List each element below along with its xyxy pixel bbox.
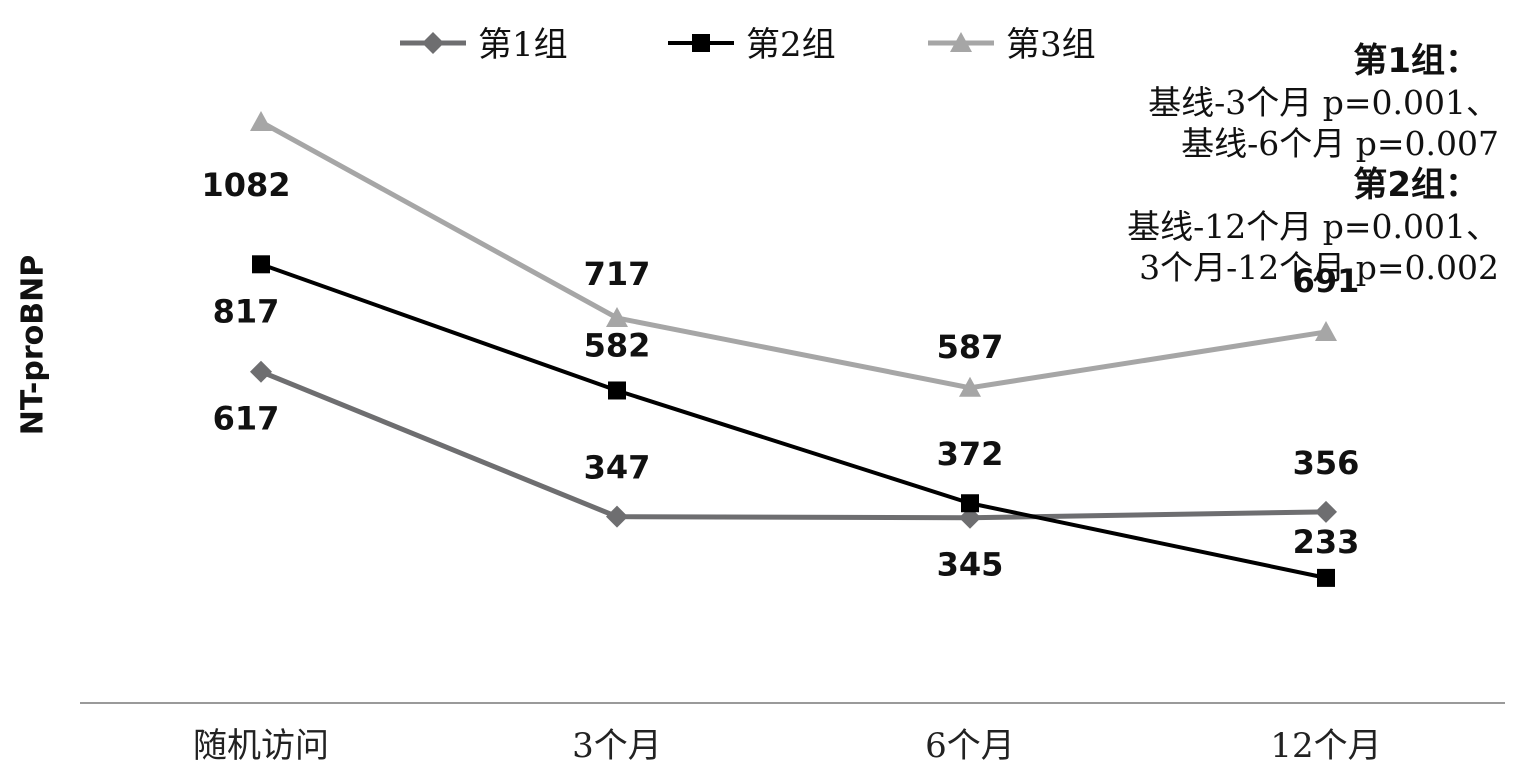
data-label: 1082 [201, 166, 290, 204]
data-point-s2-3 [961, 494, 979, 513]
data-point-s1-1 [250, 360, 272, 383]
data-label: 691 [1293, 262, 1360, 300]
significance-annotations: 第1组： 基线-3个月 p=0.001、 基线-6个月 p=0.007 第2组：… [1127, 40, 1499, 288]
annotation-group2-line1: 基线-12个月 p=0.001、 [1127, 207, 1499, 246]
series-line-2 [260, 262, 1327, 580]
data-point-s2-4 [1317, 568, 1335, 587]
annotation-group1-line2: 基线-6个月 p=0.007 [1181, 124, 1499, 163]
data-point-s3-4 [1315, 320, 1337, 341]
data-label: 617 [213, 400, 280, 438]
legend-marker-1 [422, 32, 444, 54]
legend-label-1: 第1组 [478, 25, 568, 65]
data-point-s2-1 [252, 255, 270, 274]
annotation-group1-heading: 第1组： [1353, 41, 1479, 81]
annotation-group2-heading: 第2组： [1353, 165, 1479, 205]
data-label: 347 [584, 449, 651, 487]
x-tick-label: 随机访问 [193, 726, 329, 766]
data-point-s3-2 [606, 306, 628, 327]
data-label: 233 [1293, 523, 1360, 561]
data-label: 356 [1293, 444, 1360, 482]
data-label: 587 [937, 328, 1004, 366]
data-point-s2-2 [608, 381, 626, 400]
legend-label-3: 第3组 [1006, 25, 1096, 65]
data-point-s3-3 [959, 376, 981, 397]
annotation-group2-line2: 3个月-12个月 p=0.002 [1139, 248, 1499, 287]
data-point-s3-1 [250, 111, 272, 131]
legend-label-2: 第2组 [746, 25, 836, 65]
legend-marker-3 [950, 32, 972, 52]
data-label: 345 [937, 546, 1004, 584]
x-tick-label: 12个月 [1270, 726, 1381, 766]
data-point-s1-4 [1315, 500, 1337, 523]
data-point-s1-2 [606, 505, 628, 528]
data-label: 717 [584, 255, 651, 293]
data-label: 817 [213, 292, 280, 330]
x-tick-label: 6个月 [925, 726, 1015, 766]
series-line-3 [259, 119, 1327, 391]
annotation-group1-line1: 基线-3个月 p=0.001、 [1148, 83, 1499, 122]
x-tick-label: 3个月 [572, 726, 662, 766]
legend-marker-2 [692, 34, 710, 52]
data-label: 582 [584, 326, 651, 364]
y-axis-label: NT-proBNP [15, 254, 51, 436]
series-line-1 [260, 369, 1327, 521]
data-label: 372 [937, 435, 1004, 473]
